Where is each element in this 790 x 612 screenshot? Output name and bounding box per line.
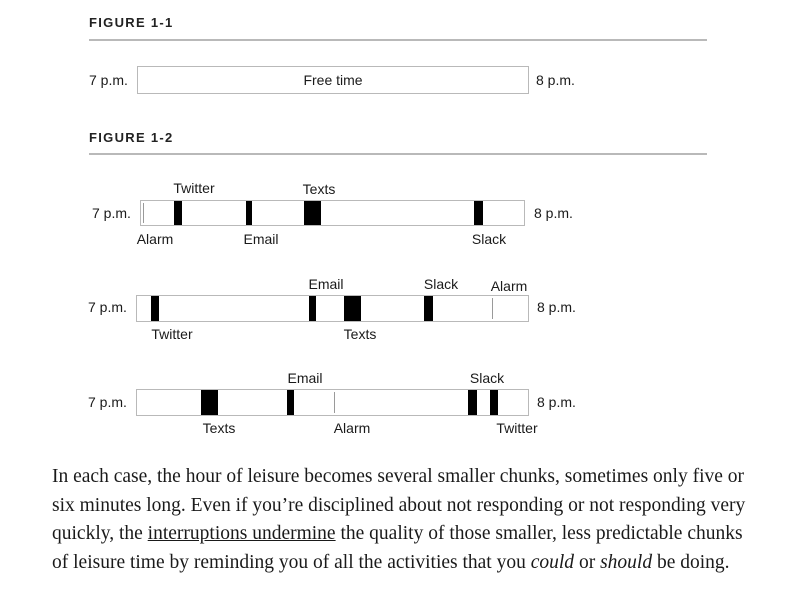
event-label-email: Email <box>308 276 344 292</box>
email-mark <box>287 390 294 415</box>
timeline-end-label: 8 p.m. <box>537 394 576 410</box>
figure-1-1-title: FIGURE 1-1 <box>89 15 174 30</box>
texts-mark <box>304 201 321 225</box>
texts-mark <box>344 296 361 321</box>
event-label-slack: Slack <box>469 370 505 386</box>
email-mark <box>309 296 316 321</box>
paragraph-text: or <box>574 551 601 573</box>
body-paragraph: In each case, the hour of leisure become… <box>52 463 752 577</box>
timeline-start-label: 7 p.m. <box>88 299 127 315</box>
paragraph-text: be doing. <box>652 551 730 573</box>
event-label-slack: Slack <box>423 276 459 292</box>
paragraph-text: the quality of those smaller, less predi… <box>52 523 743 573</box>
twitter-mark <box>490 390 498 415</box>
timeline-bar <box>136 295 529 322</box>
alarm-mark <box>334 392 335 413</box>
emphasis-could: could <box>530 551 575 573</box>
event-label-texts: Texts <box>343 326 377 342</box>
timeline-bar <box>136 389 529 416</box>
timeline-bar <box>140 200 525 226</box>
event-label-alarm: Alarm <box>490 278 528 294</box>
alarm-mark <box>492 298 493 319</box>
timeline-end-label: 8 p.m. <box>536 72 575 88</box>
timeline-end-label: 8 p.m. <box>534 205 573 221</box>
free-time-bar: Free time <box>137 66 529 94</box>
event-label-twitter: Twitter <box>173 180 215 196</box>
event-label-texts: Texts <box>202 420 236 436</box>
event-label-email: Email <box>243 231 279 247</box>
event-label-email: Email <box>287 370 323 386</box>
slack-mark <box>424 296 433 321</box>
slack-mark <box>474 201 483 225</box>
timeline-end-label: 8 p.m. <box>537 299 576 315</box>
texts-mark <box>201 390 218 415</box>
timeline-start-label: 7 p.m. <box>89 72 128 88</box>
free-time-label: Free time <box>303 72 363 88</box>
timeline-start-label: 7 p.m. <box>88 394 127 410</box>
figure-1-2-rule <box>89 153 707 155</box>
twitter-mark <box>174 201 182 225</box>
figure-1-2-title: FIGURE 1-2 <box>89 130 174 145</box>
event-label-texts: Texts <box>302 181 336 197</box>
event-label-slack: Slack <box>471 231 507 247</box>
figure-1-1-rule <box>89 39 707 41</box>
paragraph-text: In each case, the hour of leisure become… <box>52 466 746 544</box>
email-mark <box>246 201 252 225</box>
twitter-mark <box>151 296 159 321</box>
alarm-mark <box>143 203 144 223</box>
slack-mark <box>468 390 477 415</box>
underlined-phrase: interruptions undermine <box>147 523 336 544</box>
event-label-twitter: Twitter <box>151 326 193 342</box>
emphasis-should: should <box>600 551 653 573</box>
timeline-start-label: 7 p.m. <box>92 205 131 221</box>
event-label-twitter: Twitter <box>496 420 538 436</box>
event-label-alarm: Alarm <box>333 420 371 436</box>
event-label-alarm: Alarm <box>136 231 174 247</box>
